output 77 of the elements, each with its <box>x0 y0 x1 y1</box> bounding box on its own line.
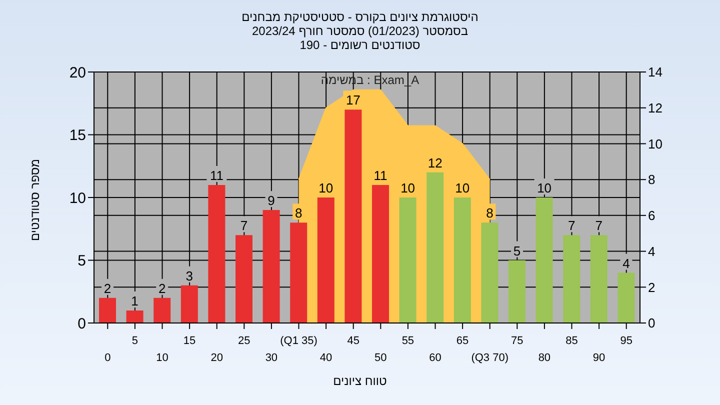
bar <box>344 110 362 323</box>
data-label: 4 <box>622 256 630 271</box>
data-label: 7 <box>595 218 603 234</box>
bar <box>536 198 553 323</box>
x-tick-label: (Q1 35) <box>280 335 318 347</box>
data-label: 12 <box>428 155 442 170</box>
x-tick-label: 80 <box>538 352 551 364</box>
data-label: 7 <box>568 218 576 234</box>
data-label: 8 <box>486 206 494 221</box>
data-label: 10 <box>400 180 416 196</box>
x-tick-label: 5 <box>132 335 138 347</box>
bar <box>126 310 144 323</box>
data-label: 1 <box>131 293 138 308</box>
y2-tick-label: 6 <box>648 208 656 224</box>
x-tick-label: 0 <box>104 352 111 364</box>
bar <box>454 198 471 323</box>
y2-tick-label: 12 <box>648 100 662 116</box>
bar <box>99 298 116 323</box>
data-label: 10 <box>318 180 334 196</box>
bar <box>618 272 635 323</box>
bar <box>236 235 252 323</box>
y2-tick-label: 0 <box>648 316 656 331</box>
y2-tick-label: 8 <box>648 172 656 188</box>
bar <box>262 210 280 323</box>
bar <box>290 222 308 323</box>
y2-tick-label: 4 <box>648 244 656 259</box>
data-label: 3 <box>186 268 194 284</box>
data-label: 10 <box>537 180 552 196</box>
bar <box>508 260 526 323</box>
bar <box>590 235 608 323</box>
bar <box>317 198 334 323</box>
bar <box>563 235 580 323</box>
x-tick-label: 60 <box>429 352 442 364</box>
data-label: 7 <box>240 218 248 234</box>
data-label: 2 <box>104 280 112 296</box>
chart-title: היסטוגרמת ציונים בקורס - סטטיסטיקת מבחנים <box>240 10 480 24</box>
x-tick-label: 55 <box>402 335 414 347</box>
data-label: 11 <box>374 168 388 183</box>
bar <box>372 184 389 323</box>
x-tick-label: 65 <box>456 335 469 347</box>
x-tick-label: 75 <box>511 335 524 347</box>
y-tick-label: 15 <box>69 127 86 144</box>
data-label: 11 <box>210 168 224 183</box>
data-label: 10 <box>455 180 470 196</box>
bar <box>426 172 444 323</box>
x-tick-label: 40 <box>320 352 332 364</box>
x-tick-label: 45 <box>347 335 360 347</box>
data-label: 8 <box>294 206 302 221</box>
y2-tick-label: 10 <box>648 136 662 152</box>
x-tick-label: 20 <box>210 352 223 364</box>
y2-tick-label: 2 <box>648 280 656 295</box>
bar <box>399 198 416 323</box>
x-tick-label: 15 <box>183 335 196 347</box>
x-tick-label: 95 <box>620 335 632 347</box>
x-tick-label: 10 <box>156 352 168 364</box>
y2-tick-label: 14 <box>648 64 662 80</box>
bar <box>154 298 171 323</box>
y-tick-label: 0 <box>78 315 86 332</box>
x-tick-label: 25 <box>238 335 250 347</box>
bar <box>180 285 198 323</box>
x-tick-label: 50 <box>374 352 387 364</box>
data-label: 9 <box>268 193 275 208</box>
y-tick-label: 5 <box>78 252 86 270</box>
y-axis-title: מספר סטודנטים <box>28 158 42 242</box>
bar <box>208 184 226 323</box>
x-axis-title: טווח ציונים <box>332 374 388 388</box>
data-label: 2 <box>158 280 166 296</box>
x-tick-label: (Q3 70) <box>471 352 508 364</box>
bar <box>481 222 498 323</box>
chart-subtitle: בסמסטר (01/2023) סמסטר חורף 2023/24 סטודנטים רשומים - 190 <box>250 24 470 52</box>
data-label: 17 <box>346 92 360 108</box>
y-tick-label: 20 <box>69 64 86 82</box>
x-tick-label: 30 <box>265 352 278 364</box>
x-tick-label: 85 <box>566 335 578 347</box>
x-tick-label: 90 <box>592 352 606 364</box>
y-tick-label: 10 <box>69 190 86 207</box>
data-label: 5 <box>513 243 521 258</box>
